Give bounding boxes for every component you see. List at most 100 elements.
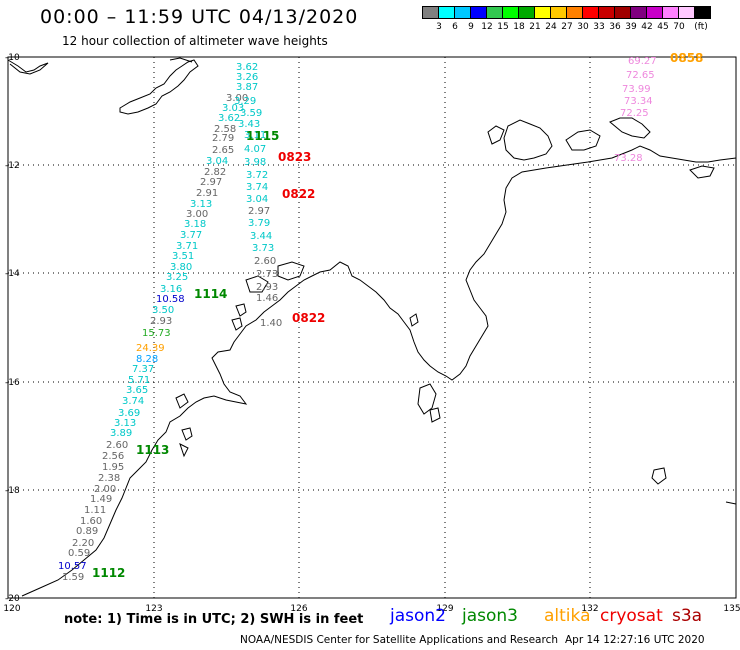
wave-height-value: 72.65 [626,70,655,81]
legend-jason3: jason3 [462,606,518,626]
wave-height-value: 10.58 [156,294,185,305]
wave-height-value: 2.93 [150,316,172,327]
colorbar-label: 70 [673,22,685,32]
wave-height-value: 3.44 [250,231,272,242]
longitude-label: 129 [436,604,454,614]
wave-height-value: 3.62 [236,62,258,73]
legend-s3a: s3a [672,606,703,626]
latitude-label: -18 [5,486,20,496]
wave-height-value: 1.46 [256,293,278,304]
wave-height-value: 1.11 [84,505,106,516]
colorbar-label: 45 [657,22,669,32]
colorbar-label: 27 [561,22,573,32]
wave-height-value: 3.00 [186,209,208,220]
wave-height-values: 3.623.263.873.003.293.033.593.623.432.58… [58,56,657,583]
legend-jason2: jason2 [390,606,446,626]
wave-height-value: 3.11 [244,130,266,141]
wave-height-value: 8.28 [136,354,158,365]
colorbar-label: (ft) [694,22,708,32]
wave-height-value: 2.38 [98,473,120,484]
wave-height-value: 2.79 [212,133,234,144]
wave-height-value: 15.73 [142,328,171,339]
wave-height-value: 2.56 [102,451,124,462]
wave-height-colorbar [422,6,711,19]
footer-note: note: 1) Time is in UTC; 2) SWH is in fe… [64,612,364,627]
wave-height-value: 3.98 [244,157,266,168]
wave-height-value: 3.80 [170,262,192,273]
wave-height-value: 3.73 [252,243,274,254]
wave-height-value: 2.60 [106,440,128,451]
wave-height-value: 3.89 [110,428,132,439]
longitude-label: 123 [145,604,163,614]
colorbar-label: 9 [468,22,474,32]
pass-time-label: 0822 [282,187,315,201]
colorbar-label: 18 [513,22,525,32]
colorbar-label: 6 [452,22,458,32]
wave-height-value: 72.25 [620,108,649,119]
latitude-label: -10 [5,53,20,63]
wave-height-value: 3.04 [246,194,268,205]
page-title: 00:00 – 11:59 UTC 04/13/2020 [40,6,359,28]
colorbar-label: 33 [593,22,605,32]
wave-height-value: 3.51 [172,251,194,262]
longitude-label: 126 [290,604,308,614]
wave-height-value: 3.65 [126,385,148,396]
wave-height-value: 1.49 [90,494,112,505]
wave-height-value: 3.13 [190,199,212,210]
wave-height-value: 73.28 [614,153,643,164]
longitude-label: 132 [581,604,599,614]
map-frame [7,56,737,599]
latitude-label: -20 [5,594,20,604]
pass-time-label: 1114 [194,287,227,301]
latitude-label: -16 [5,378,20,388]
wave-height-value: 73.99 [622,84,651,95]
wave-height-value: 2.60 [254,256,276,267]
wave-height-value: 3.50 [152,305,174,316]
wave-height-value: 10.57 [58,561,87,572]
wave-height-value: 1.95 [102,462,124,473]
pass-time-label: 1112 [92,566,125,580]
wave-height-value: 7.37 [132,364,154,375]
pass-time-label: 1115 [246,129,279,143]
wave-height-value: 2.73 [256,269,278,280]
wave-height-value: 3.13 [114,418,136,429]
wave-height-value: 2.20 [72,538,94,549]
wave-height-value: 3.74 [122,396,144,407]
pass-time-label: 0823 [278,150,311,164]
pass-time-label: 0822 [292,311,325,325]
wave-height-value: 0.59 [68,548,90,559]
wave-height-value: 2.97 [248,206,270,217]
wave-height-value: 3.16 [160,284,182,295]
wave-height-value: 3.74 [246,182,268,193]
wave-height-value: 3.43 [238,119,260,130]
wave-height-value: 3.87 [236,82,258,93]
wave-height-value: 1.59 [62,572,84,583]
wave-height-value: 2.97 [200,177,222,188]
pass-time-labels: 1115 0823 0822 1114 0822 1113 1112 0858 [92,51,703,580]
legend-altika: altika [544,606,591,626]
colorbar-labels: 3 6 9 12 15 18 21 24 27 30 33 36 39 42 45 70 (ft) [422,22,740,36]
wave-height-value: 3.18 [184,219,206,230]
wave-height-value: 2.65 [212,145,234,156]
colorbar-label: 42 [641,22,653,32]
wave-height-value: 73.34 [624,96,653,107]
wave-height-value: 2.58 [214,124,236,135]
wave-height-value: 2.82 [204,167,226,178]
wave-height-value: 2.91 [196,188,218,199]
wave-height-value: 5.71 [128,375,150,386]
pass-time-label: 1113 [136,443,169,457]
colorbar-label: 39 [625,22,637,32]
colorbar-label: 24 [545,22,557,32]
colorbar-label: 12 [481,22,493,32]
longitude-label: 120 [3,604,21,614]
coastline [7,57,737,597]
wave-height-value: 3.59 [240,108,262,119]
wave-height-value: 2.00 [94,484,116,495]
pass-time-label: 0858 [670,51,703,65]
wave-height-value: 3.77 [180,230,202,241]
wave-height-value: 69.27 [628,56,657,67]
wave-height-value: 3.62 [218,113,240,124]
colorbar-label: 30 [577,22,589,32]
wave-height-value: 24.39 [136,343,165,354]
